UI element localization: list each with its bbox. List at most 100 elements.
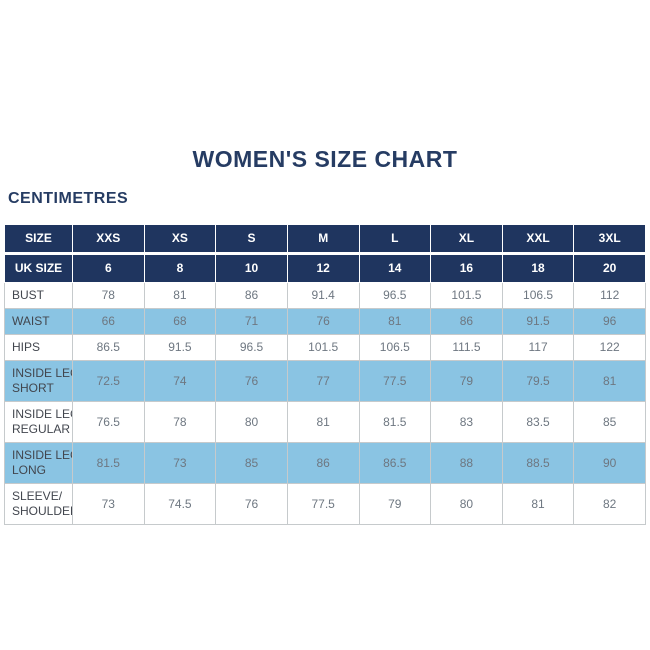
table-cell: 79.5 (501, 360, 575, 402)
table-cell: 85 (573, 401, 646, 443)
table-cell: 77.5 (358, 360, 432, 402)
row-label-line: INSIDE LEG (12, 448, 72, 462)
header-cell: XL (430, 224, 503, 255)
table-cell: 76 (215, 483, 288, 525)
row-label-line: SHOULDER (12, 504, 73, 518)
table-cell: 86.5 (72, 334, 145, 361)
header-row-size: SIZE XXS XS S M L XL XXL 3XL (4, 224, 646, 255)
table-body: BUST 78 81 86 91.4 96.5 101.5 106.5 112 WAIST 66 68… (4, 282, 646, 525)
table-cell: 90 (573, 442, 646, 484)
page-title: WOMEN'S SIZE CHART (192, 146, 458, 172)
header-cell: 14 (358, 253, 432, 283)
table-cell: 81 (501, 483, 575, 525)
row-label-line: INSIDE LEG (12, 407, 72, 421)
header-label-size: SIZE (4, 224, 73, 255)
header-cell: L (358, 224, 432, 255)
table-cell: 83.5 (501, 401, 575, 443)
table-cell: 112 (573, 282, 646, 309)
table-cell: 96 (573, 308, 646, 335)
header-cell: S (215, 224, 288, 255)
table-cell: 81 (358, 308, 432, 335)
table-cell: 81.5 (72, 442, 145, 484)
table-row-hips: HIPS 86.5 91.5 96.5 101.5 106.5 111.5 117 122 (4, 334, 646, 361)
header-cell: 3XL (573, 224, 646, 255)
table-cell: 74.5 (143, 483, 217, 525)
table-cell: 77.5 (286, 483, 360, 525)
table-cell: 91.5 (143, 334, 217, 361)
table-cell: 86 (215, 282, 288, 309)
row-label-line: BUST (12, 288, 45, 302)
table-cell: 76 (215, 360, 288, 402)
row-label-bust: BUST (4, 282, 73, 309)
header-cell: 18 (501, 253, 575, 283)
table-cell: 66 (72, 308, 145, 335)
table-cell: 88 (430, 442, 503, 484)
table-cell: 83 (430, 401, 503, 443)
table-cell: 82 (573, 483, 646, 525)
header-label-uk-size: UK SIZE (4, 253, 73, 283)
row-label-waist: WAIST (4, 308, 73, 335)
table-cell: 78 (143, 401, 217, 443)
table-cell: 68 (143, 308, 217, 335)
row-label-line: REGULAR (12, 422, 71, 436)
table-cell: 86 (430, 308, 503, 335)
table-cell: 86.5 (358, 442, 432, 484)
row-label-hips: HIPS (4, 334, 73, 361)
table-cell: 85 (215, 442, 288, 484)
table-row-waist: WAIST 66 68 71 76 81 86 91.5 96 (4, 308, 646, 335)
table-cell: 111.5 (430, 334, 503, 361)
table-cell: 106.5 (358, 334, 432, 361)
row-label-line: SLEEVE/ (12, 489, 63, 503)
table-cell: 81 (573, 360, 646, 402)
table-cell: 81 (286, 401, 360, 443)
header-cell: 8 (143, 253, 217, 283)
table-cell: 77 (286, 360, 360, 402)
table-cell: 88.5 (501, 442, 575, 484)
table-row-sleeve-shoulder: SLEEVE/SHOULDER 73 74.5 76 77.5 79 80 81 82 (4, 483, 646, 525)
row-label-line: WAIST (12, 314, 50, 328)
row-label-line: INSIDE LEG (12, 366, 72, 380)
table-cell: 80 (215, 401, 288, 443)
header-row-uk-size: UK SIZE 6 8 10 12 14 16 18 20 (4, 253, 646, 283)
header-cell: XXL (501, 224, 575, 255)
row-label-line: HIPS (12, 340, 41, 354)
table-cell: 73 (72, 483, 145, 525)
table-row-bust: BUST 78 81 86 91.4 96.5 101.5 106.5 112 (4, 282, 646, 309)
row-label-inside-leg-regular: INSIDE LEGREGULAR (4, 401, 73, 443)
header-cell: M (286, 224, 360, 255)
row-label-line: SHORT (12, 381, 54, 395)
header-cell: 16 (430, 253, 503, 283)
table-cell: 96.5 (215, 334, 288, 361)
table-cell: 80 (430, 483, 503, 525)
header-cell: 6 (72, 253, 145, 283)
header-cell: 10 (215, 253, 288, 283)
table-cell: 72.5 (72, 360, 145, 402)
table-header: SIZE XXS XS S M L XL XXL 3XL UK SIZE 6 8 10 12 14 16 18 2… (4, 224, 646, 283)
table-cell: 101.5 (286, 334, 360, 361)
table-cell: 78 (72, 282, 145, 309)
table-cell: 73 (143, 442, 217, 484)
table-cell: 79 (430, 360, 503, 402)
table-cell: 101.5 (430, 282, 503, 309)
table-cell: 91.4 (286, 282, 360, 309)
header-cell: XXS (72, 224, 145, 255)
table-cell: 91.5 (501, 308, 575, 335)
size-chart-table: SIZE XXS XS S M L XL XXL 3XL UK SIZE 6 8 10 12 14 16 18 2… (4, 224, 646, 525)
unit-label: CENTIMETRES (8, 190, 129, 207)
table-cell: 71 (215, 308, 288, 335)
table-cell: 76.5 (72, 401, 145, 443)
table-cell: 117 (501, 334, 575, 361)
header-cell: XS (143, 224, 217, 255)
row-label-inside-leg-short: INSIDE LEGSHORT (4, 360, 73, 402)
table-cell: 96.5 (358, 282, 432, 309)
row-label-inside-leg-long: INSIDE LEGLONG (4, 442, 73, 484)
table-cell: 122 (573, 334, 646, 361)
table-cell: 86 (286, 442, 360, 484)
header-cell: 20 (573, 253, 646, 283)
table-cell: 76 (286, 308, 360, 335)
row-label-line: LONG (12, 463, 47, 477)
row-label-sleeve-shoulder: SLEEVE/SHOULDER (4, 483, 73, 525)
table-cell: 81.5 (358, 401, 432, 443)
table-cell: 79 (358, 483, 432, 525)
